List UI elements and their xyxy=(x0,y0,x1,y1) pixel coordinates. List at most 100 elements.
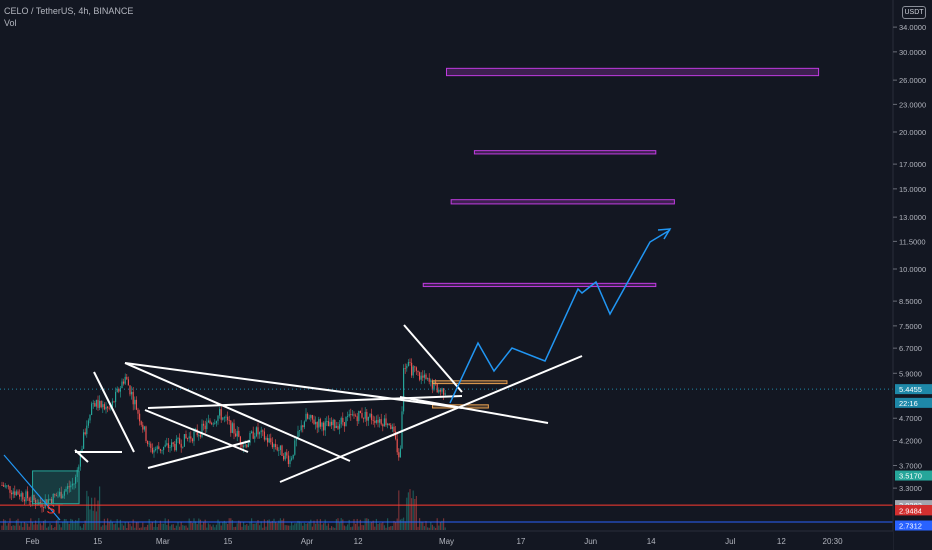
volume-bar xyxy=(329,527,331,530)
volume-bar xyxy=(391,525,393,530)
candle-body xyxy=(249,432,251,444)
volume-bar xyxy=(374,526,376,530)
candle-body xyxy=(121,381,123,389)
currency-badge[interactable]: USDT xyxy=(902,6,926,19)
time-tick-label: Jun xyxy=(584,537,597,546)
volume-bar xyxy=(190,520,192,530)
candle-body xyxy=(268,438,270,443)
candle-body xyxy=(99,400,101,408)
candle-body xyxy=(84,432,86,435)
trendline xyxy=(124,362,463,409)
candle-body xyxy=(380,419,382,425)
volume-bar xyxy=(209,524,211,530)
volume-bar xyxy=(86,490,88,530)
volume-bar xyxy=(215,524,217,530)
candle-body xyxy=(124,376,126,384)
volume-bar xyxy=(203,522,205,530)
candle-body xyxy=(111,401,113,408)
volume-bar xyxy=(12,525,14,530)
candle-body xyxy=(27,491,29,499)
volume-bar xyxy=(276,523,278,530)
volume-label[interactable]: Vol xyxy=(4,18,17,28)
candle-body xyxy=(313,419,315,425)
volume-bar xyxy=(198,518,200,530)
volume-bar xyxy=(222,521,224,530)
candle-body xyxy=(404,368,406,369)
volume-bar xyxy=(143,527,145,530)
price-zone xyxy=(446,67,820,77)
volume-bar xyxy=(316,519,318,530)
candle-body xyxy=(201,423,203,437)
candle-body xyxy=(238,430,240,437)
volume-bar xyxy=(268,519,270,530)
candle-body xyxy=(9,486,11,493)
volume-bar xyxy=(92,510,94,530)
price-zone xyxy=(32,470,80,505)
candle-body xyxy=(169,447,171,449)
candle-body xyxy=(105,406,107,410)
horizontal-lines xyxy=(0,388,893,523)
candle-body xyxy=(211,423,213,425)
volume-bar xyxy=(150,523,152,530)
volume-bar xyxy=(43,521,45,530)
volume-bar xyxy=(156,526,158,530)
candle-body xyxy=(311,415,313,420)
volume-bar xyxy=(294,523,296,530)
candle-body xyxy=(300,425,302,431)
candle-body xyxy=(137,409,139,414)
candle-body xyxy=(180,443,182,448)
volume-bar xyxy=(372,520,374,530)
candle-body xyxy=(54,493,56,496)
time-tick-label: 15 xyxy=(93,537,102,546)
volume-bar xyxy=(331,526,333,530)
candle-body xyxy=(212,423,214,425)
volume-bar xyxy=(46,527,48,530)
price-tick-label: 7.5000 xyxy=(899,322,922,331)
candle-body xyxy=(427,378,429,380)
volume-bar xyxy=(284,525,286,530)
candle-body xyxy=(324,421,326,431)
price-zone xyxy=(432,380,508,385)
trendline xyxy=(3,454,61,521)
volume-bar xyxy=(78,518,80,530)
trendline xyxy=(399,396,549,424)
volume-bar xyxy=(171,524,173,530)
volume-bar xyxy=(412,490,414,530)
candle-body xyxy=(119,388,121,392)
candle-body xyxy=(25,491,27,502)
candle-body xyxy=(390,424,392,429)
candle-body xyxy=(147,441,149,445)
trendline-drawings xyxy=(3,228,672,521)
candle-body xyxy=(164,444,166,447)
candle-body xyxy=(179,438,181,444)
volume-bar xyxy=(67,521,69,530)
volume-bar xyxy=(297,520,299,530)
price-tick-label: 15.0000 xyxy=(899,185,926,194)
volume-bar xyxy=(228,518,230,530)
volume-bar xyxy=(443,518,445,530)
candle-body xyxy=(275,444,277,447)
candle-body xyxy=(244,444,246,446)
volume-bar xyxy=(398,490,400,530)
candle-body xyxy=(310,415,312,418)
candle-body xyxy=(411,362,413,376)
volume-bar xyxy=(382,522,384,530)
volume-bar xyxy=(175,525,177,530)
volume-bar xyxy=(385,527,387,530)
price-label-box xyxy=(895,505,932,516)
volume-bar xyxy=(387,518,389,530)
volume-bar xyxy=(70,518,72,530)
candle-body xyxy=(347,416,349,417)
symbol-title[interactable]: CELO / TetherUS, 4h, BINANCE xyxy=(4,6,134,16)
volume-bar xyxy=(411,498,413,530)
volume-bar xyxy=(105,525,107,530)
candle-body xyxy=(23,499,25,502)
candle-body xyxy=(307,413,309,419)
candle-body xyxy=(364,411,366,419)
volume-bar xyxy=(340,518,342,530)
volume-bar xyxy=(44,519,46,530)
candle-body xyxy=(305,413,307,422)
candle-body xyxy=(374,420,376,423)
volume-bar xyxy=(148,519,150,530)
